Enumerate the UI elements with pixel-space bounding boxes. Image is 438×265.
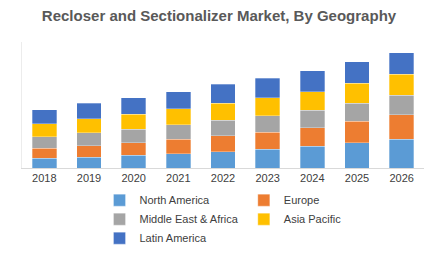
svg-text:Europe: Europe (284, 194, 319, 206)
svg-text:2026: 2026 (389, 172, 413, 184)
svg-text:2025: 2025 (345, 172, 369, 184)
svg-text:2018: 2018 (32, 172, 56, 184)
svg-text:2023: 2023 (255, 172, 279, 184)
svg-text:Latin America: Latin America (140, 232, 208, 244)
svg-text:2021: 2021 (166, 172, 190, 184)
svg-text:2022: 2022 (211, 172, 235, 184)
svg-text:North America: North America (140, 194, 211, 206)
svg-text:Asia Pacific: Asia Pacific (284, 213, 341, 225)
svg-text:Middle East & Africa: Middle East & Africa (140, 213, 239, 225)
svg-text:2019: 2019 (77, 172, 101, 184)
svg-text:Recloser and Sectionalizer Mar: Recloser and Sectionalizer Market, By Ge… (42, 7, 397, 24)
svg-text:2024: 2024 (300, 172, 324, 184)
svg-text:2020: 2020 (121, 172, 145, 184)
